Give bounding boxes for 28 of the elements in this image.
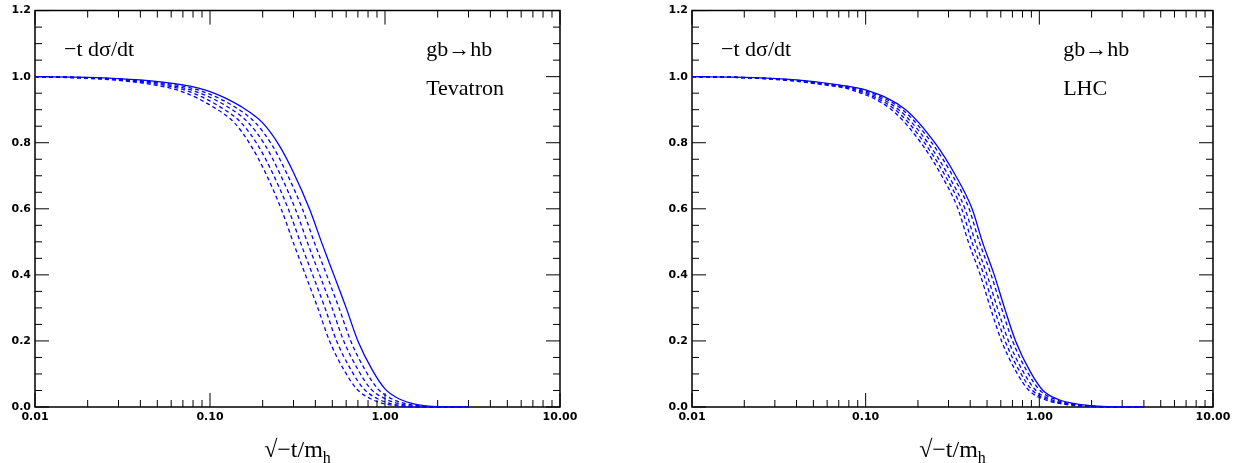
- x-tick-label: 1.00: [371, 410, 399, 424]
- x-tick-label: 10.00: [1195, 410, 1231, 424]
- x-tick-label: 0.10: [852, 410, 880, 424]
- annotation: −t dσ/dt: [64, 35, 135, 61]
- y-tick-label: 0.0: [668, 399, 689, 413]
- annotation: gb→hb: [426, 35, 493, 61]
- x-tick-label: 1.00: [1025, 410, 1054, 424]
- y-tick-label: 0.6: [668, 201, 689, 215]
- annotation: gb→hb: [1063, 35, 1130, 61]
- y-tick-label: 0.2: [668, 333, 688, 347]
- y-tick-label: 1.2: [668, 3, 688, 17]
- x-tick-label: 0.10: [196, 410, 224, 424]
- annotation: Tevatron: [426, 74, 504, 100]
- y-tick-label: 0.8: [668, 135, 688, 149]
- x-tick-label: 0.01: [21, 410, 49, 424]
- x-tick-label: 10.00: [542, 410, 578, 424]
- y-tick-label: 0.4: [668, 267, 689, 281]
- y-tick-label: 0.4: [11, 267, 32, 281]
- y-tick-label: 0.8: [11, 135, 31, 149]
- annotation: −t dσ/dt: [721, 35, 792, 61]
- x-tick-label: 0.01: [678, 410, 706, 424]
- y-tick-label: 0.6: [11, 201, 32, 215]
- y-tick-label: 1.0: [11, 69, 32, 83]
- y-tick-label: 0.0: [11, 399, 32, 413]
- y-tick-label: 0.2: [11, 333, 31, 347]
- y-tick-label: 1.2: [11, 3, 31, 17]
- annotation: LHC: [1063, 74, 1108, 100]
- y-tick-label: 1.0: [668, 69, 689, 83]
